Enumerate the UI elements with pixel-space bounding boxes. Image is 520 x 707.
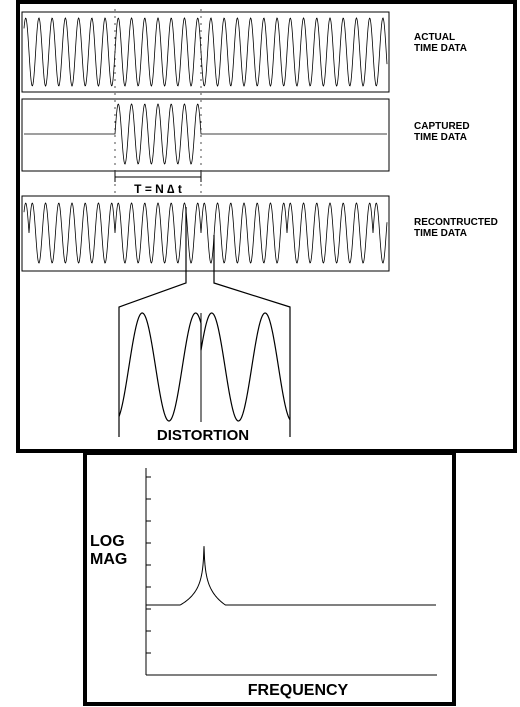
actual-label-line1: ACTUAL [414,32,455,43]
zoomed-waveform [118,312,291,422]
actual-time-panel [21,11,390,93]
period-label: T = N ∆ t [134,182,182,196]
spectrum-curve [146,546,436,606]
spectrum-frame [83,451,456,706]
reconstructed-label-line2: TIME DATA [414,228,467,239]
spectrum-ylabel-line1: LOG [90,533,125,550]
zoom-callout [118,235,291,437]
spectrum-ylabel-line2: MAG [90,551,127,568]
period-dimension [114,172,202,182]
reconstructed-label-line1: RECONTRUCTED [414,217,498,228]
spectrum-xlabel: FREQUENCY [248,682,349,699]
actual-waveform [23,17,388,87]
spectrum-y-ticks [146,476,151,676]
distortion-label: DISTORTION [157,427,249,444]
captured-time-panel [21,98,390,172]
captured-label-line1: CAPTURED [414,121,470,132]
captured-label-line2: TIME DATA [414,132,467,143]
actual-label-line2: TIME DATA [414,43,467,54]
captured-waveform [24,103,387,165]
reconstructed-waveform [23,202,388,264]
reconstructed-time-panel [21,195,390,272]
